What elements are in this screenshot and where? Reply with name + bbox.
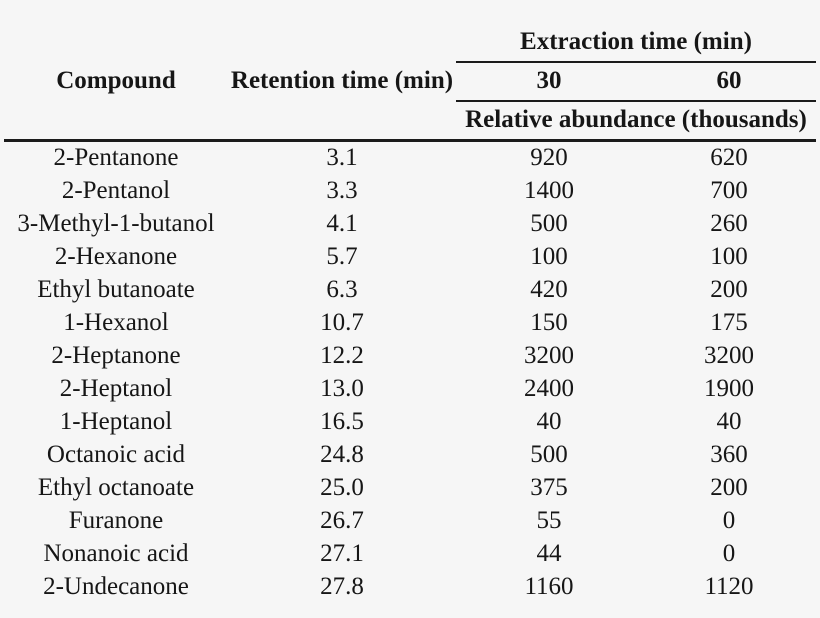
abundance-30min-cell: 1400	[523, 177, 574, 205]
column-subheader-relative-abundance: Relative abundance (thousands)	[455, 101, 816, 142]
table-row: Ethyl butanoate 6.3 420 200	[4, 274, 816, 307]
column-header-retention-time: Retention time (min)	[227, 24, 456, 142]
abundance-30min-cell: 1160	[524, 573, 574, 601]
column-header-extraction-60: 60	[641, 62, 816, 102]
abundance-30min-cell: 3200	[523, 342, 574, 370]
compound-cell: Nonanoic acid	[43, 540, 189, 568]
retention-time-cell: 6.3	[326, 276, 358, 304]
compound-cell: 2-Pentanone	[53, 144, 179, 172]
retention-time-cell: 26.7	[320, 507, 364, 535]
table-row: Nonanoic acid 27.1 44 0	[4, 538, 816, 571]
abundance-60min-cell: 3200	[703, 342, 754, 370]
page: Compound Retention time (min) Extraction…	[3, 24, 816, 605]
compound-cell: Ethyl octanoate	[37, 474, 195, 502]
abundance-60min-cell: 360	[710, 441, 748, 469]
table-row: 2-Pentanone 3.1 920 620	[4, 141, 816, 176]
compound-cell: 3-Methyl-1-butanol	[17, 210, 215, 238]
abundance-60min-cell: 700	[710, 177, 748, 205]
table-row: Octanoic acid 24.8 500 360	[4, 439, 816, 472]
table-row: 2-Undecanone 27.8 1160 1120	[4, 571, 816, 604]
abundance-60min-cell: 260	[710, 210, 748, 238]
abundance-60min-cell: 100	[710, 243, 748, 271]
column-header-compound: Compound	[3, 24, 228, 142]
retention-time-cell: 27.8	[320, 573, 364, 601]
table-row: 2-Pentanol 3.3 1400 700	[4, 175, 816, 208]
abundance-30min-cell: 40	[536, 408, 562, 436]
abundance-30min-cell: 2400	[523, 375, 574, 403]
retention-time-cell: 10.7	[320, 309, 364, 337]
retention-time-cell: 12.2	[320, 342, 364, 370]
compound-cell: 2-Undecanone	[43, 573, 189, 601]
abundance-60min-cell: 200	[710, 276, 748, 304]
table-row: 1-Heptanol 16.5 40 40	[4, 406, 816, 439]
column-group-header-extraction-time: Extraction time (min)	[455, 24, 816, 63]
compound-cell: 2-Hexanone	[54, 243, 178, 271]
retention-time-cell: 3.1	[326, 144, 358, 172]
abundance-60min-cell: 1900	[703, 375, 754, 403]
table-row: 3-Methyl-1-butanol 4.1 500 260	[4, 208, 816, 241]
table-row: Furanone 26.7 55 0	[4, 505, 816, 538]
abundance-30min-cell: 500	[530, 441, 568, 469]
compound-cell: 2-Heptanol	[59, 375, 173, 403]
abundance-30min-cell: 500	[530, 210, 568, 238]
compound-cell: 2-Pentanol	[61, 177, 171, 205]
abundance-60min-cell: 1120	[704, 573, 754, 601]
compound-cell: 1-Hexanol	[63, 309, 169, 337]
compound-cell: Furanone	[68, 507, 164, 535]
abundance-60min-cell: 200	[710, 474, 748, 502]
table-row: 2-Hexanone 5.7 100 100	[4, 241, 816, 274]
abundance-30min-cell: 150	[530, 309, 568, 337]
table-header: Compound Retention time (min) Extraction…	[3, 24, 816, 142]
abundance-60min-cell: 620	[710, 144, 748, 172]
retention-time-cell: 5.7	[326, 243, 358, 271]
abundance-60min-cell: 0	[722, 507, 736, 535]
compound-abundance-table: Compound Retention time (min) Extraction…	[3, 24, 816, 605]
abundance-60min-cell: 40	[716, 408, 742, 436]
compound-cell: 1-Heptanol	[59, 408, 173, 436]
compound-cell: Ethyl butanoate	[37, 276, 195, 304]
retention-time-cell: 3.3	[326, 177, 358, 205]
table-row: 1-Hexanol 10.7 150 175	[4, 307, 816, 340]
abundance-30min-cell: 420	[530, 276, 568, 304]
abundance-30min-cell: 920	[530, 144, 568, 172]
compound-cell: Octanoic acid	[46, 441, 186, 469]
retention-time-cell: 4.1	[326, 210, 358, 238]
abundance-30min-cell: 100	[530, 243, 568, 271]
retention-time-cell: 13.0	[320, 375, 364, 403]
column-header-extraction-30: 30	[455, 62, 642, 102]
retention-time-cell: 24.8	[320, 441, 364, 469]
abundance-60min-cell: 0	[722, 540, 736, 568]
table-row: 2-Heptanone 12.2 3200 3200	[4, 340, 816, 373]
abundance-30min-cell: 44	[536, 540, 562, 568]
abundance-30min-cell: 375	[530, 474, 568, 502]
table-row: 2-Heptanol 13.0 2400 1900	[4, 373, 816, 406]
table-row: Ethyl octanoate 25.0 375 200	[4, 472, 816, 505]
abundance-60min-cell: 175	[710, 309, 748, 337]
retention-time-cell: 27.1	[320, 540, 364, 568]
retention-time-cell: 16.5	[320, 408, 364, 436]
compound-cell: 2-Heptanone	[51, 342, 181, 370]
table-body: 2-Pentanone 3.1 920 620 2-Pentanol 3.3 1…	[4, 141, 816, 605]
retention-time-cell: 25.0	[320, 474, 364, 502]
abundance-30min-cell: 55	[536, 507, 562, 535]
